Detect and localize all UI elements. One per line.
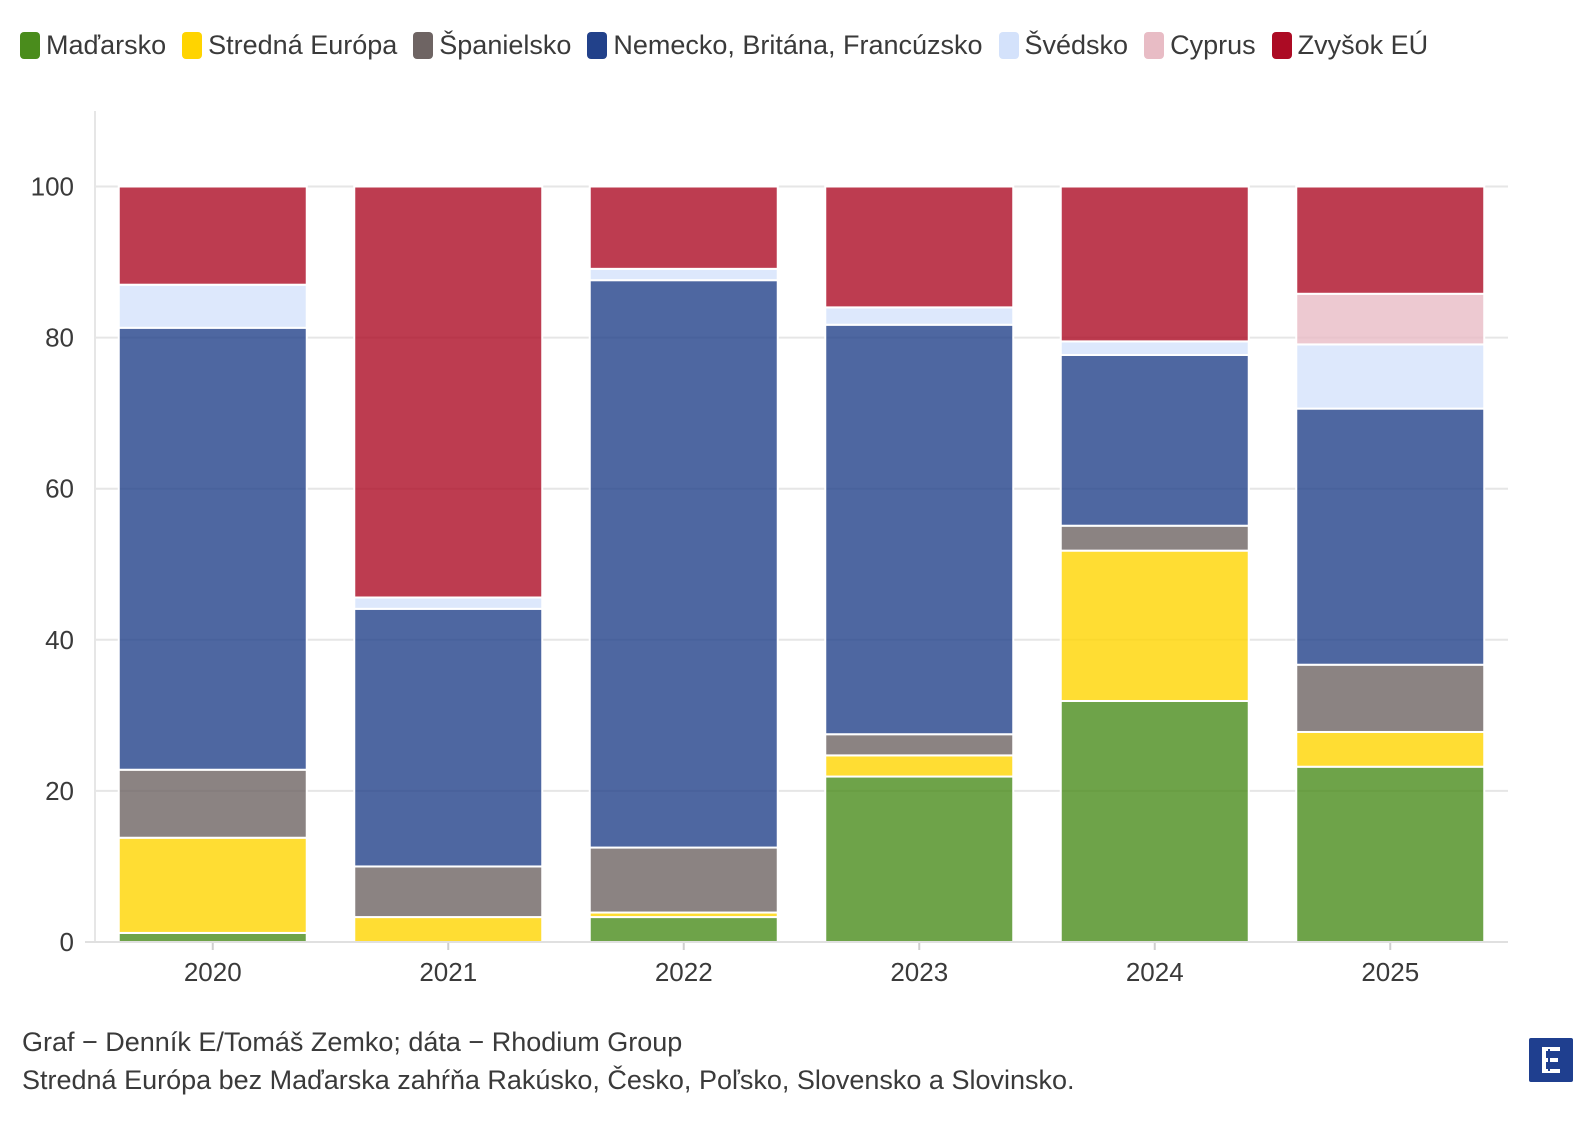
legend-label: Španielsko [439, 30, 572, 60]
legend-swatch [413, 32, 434, 59]
bar-segment[interactable] [588, 846, 779, 914]
legend-label: Cyprus [1170, 30, 1256, 60]
bar-segment[interactable] [824, 775, 1015, 943]
bar-segment[interactable] [1059, 185, 1250, 343]
bar-segment[interactable] [1295, 663, 1486, 733]
bar-segment[interactable] [117, 931, 308, 944]
bar-segment[interactable] [1295, 407, 1486, 666]
legend-label: Švédsko [1024, 30, 1129, 60]
bar-segment[interactable] [824, 306, 1015, 326]
bar-segment[interactable] [353, 185, 544, 599]
bar-segment[interactable] [117, 768, 308, 839]
x-tick-label: 2024 [1126, 957, 1184, 987]
x-tick-label: 2025 [1361, 957, 1419, 987]
bar-segment[interactable] [117, 283, 308, 329]
bar-segment[interactable] [588, 185, 779, 270]
bar-segment[interactable] [824, 185, 1015, 309]
bar-segment[interactable] [117, 185, 308, 286]
legend-swatch [1271, 32, 1292, 59]
legend-label: Stredná Európa [208, 30, 398, 60]
stacked-bar-chart: 0 20 40 60 80 100 2020 2021 2022 2023 2024 2025 [31, 110, 1508, 987]
x-tick-label: 2022 [655, 957, 713, 987]
legend-item[interactable]: Cyprus [1144, 30, 1256, 61]
y-tick-label: 100 [31, 172, 74, 202]
source-line-1: Graf − Denník E/Tomáš Zemko; dáta − Rhod… [22, 1027, 683, 1057]
y-tick-label: 60 [45, 474, 74, 504]
bar-segment[interactable] [1059, 353, 1250, 527]
bar-segment[interactable] [1295, 730, 1486, 768]
legend-item[interactable]: Švédsko [998, 30, 1129, 61]
y-tick-label: 40 [45, 625, 74, 655]
legend-item[interactable]: Španielsko [413, 30, 571, 61]
legend-label: Maďarsko [46, 30, 167, 60]
legend-swatch [20, 32, 40, 59]
legend-label: Nemecko, Britána, Francúzsko [613, 30, 983, 60]
bar-segment[interactable] [1059, 524, 1250, 552]
bar-segment[interactable] [824, 754, 1015, 778]
bar-segment[interactable] [588, 279, 779, 849]
legend-swatch [1144, 32, 1165, 59]
denník-e-logo-icon[interactable] [1529, 1038, 1573, 1082]
x-tick-label: 2020 [184, 957, 242, 987]
bar-segment[interactable] [353, 865, 544, 919]
bar-segment[interactable] [117, 836, 308, 934]
x-tick-label: 2021 [419, 957, 477, 987]
bar-segment[interactable] [353, 916, 544, 943]
legend-swatch [182, 32, 203, 59]
bar-segment[interactable] [1059, 340, 1250, 356]
bar-segment[interactable] [588, 916, 779, 943]
bar-segment[interactable] [117, 326, 308, 771]
bar-segment[interactable] [824, 733, 1015, 757]
legend-label: Zvyšok EÚ [1297, 30, 1429, 60]
legend: Maďarsko Stredná Európa Španielsko Nemecko,… [20, 30, 1444, 61]
bar-segment[interactable] [1059, 699, 1250, 943]
y-tick-label: 0 [60, 927, 74, 957]
legend-item[interactable]: Nemecko, Britána, Francúzsko [587, 30, 983, 61]
y-tick-label: 20 [45, 776, 74, 806]
bar-segment[interactable] [1059, 549, 1250, 702]
y-tick-label: 80 [45, 323, 74, 353]
bar-segment[interactable] [1295, 185, 1486, 295]
legend-item[interactable]: Stredná Európa [182, 30, 397, 61]
bar-segment[interactable] [353, 596, 544, 610]
legend-item[interactable]: Maďarsko [20, 30, 166, 61]
bar-segment[interactable] [824, 323, 1015, 736]
x-tick-label: 2023 [890, 957, 948, 987]
bar-segment[interactable] [588, 267, 779, 282]
bar-segment[interactable] [1295, 343, 1486, 410]
source-line-2: Stredná Európa bez Maďarska zahŕňa Rakús… [22, 1065, 1075, 1095]
legend-swatch [587, 32, 608, 59]
bar-segment[interactable] [1295, 292, 1486, 346]
legend-item[interactable]: Zvyšok EÚ [1271, 30, 1429, 61]
bar-segment[interactable] [353, 607, 544, 868]
legend-swatch [998, 32, 1019, 59]
source-note: Graf − Denník E/Tomáš Zemko; dáta − Rhod… [22, 1023, 1075, 1099]
bar-segment[interactable] [1295, 765, 1486, 943]
